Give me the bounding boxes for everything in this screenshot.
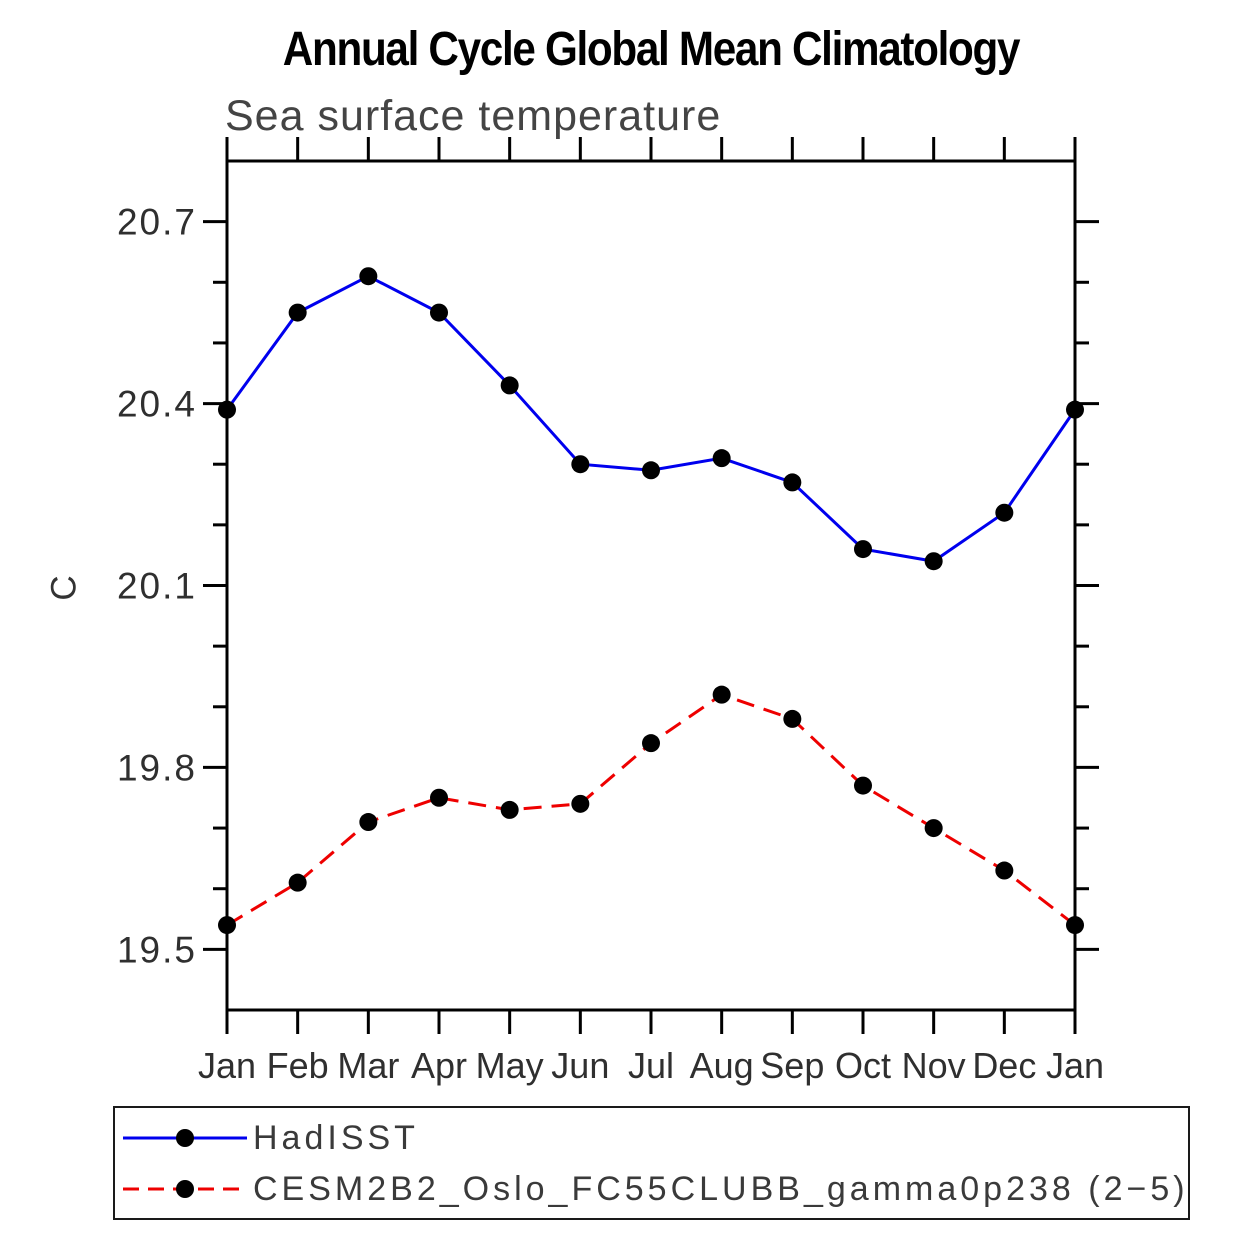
legend-label-hadisst: HadISST (253, 1118, 419, 1157)
x-tick-label: Jan (1046, 1045, 1104, 1086)
x-tick-label: Nov (902, 1045, 966, 1086)
series-line-cesm (226, 692, 1076, 927)
data-point-marker (924, 552, 943, 571)
y-tick-label: 20.4 (117, 384, 197, 425)
x-tick-label: Oct (835, 1045, 891, 1086)
data-point-marker (500, 376, 519, 395)
plot-frame (225, 159, 1077, 1012)
x-tick-label: Jan (198, 1045, 256, 1086)
data-point-marker (783, 473, 802, 492)
chart-subtitle: Sea surface temperature (225, 92, 722, 140)
legend-key-dashed-line (123, 1180, 247, 1198)
chart-title: Annual Cycle Global Mean Climatology (282, 23, 1021, 76)
legend-entry-hadisst: HadISST (119, 1118, 419, 1158)
data-point-marker (924, 819, 943, 838)
legend-entry-cesm: CESM2B2_Oslo_FC55CLUBB_gamma0p238 (2−5) (119, 1169, 1189, 1209)
data-point-marker (712, 449, 731, 468)
x-tick-label: Jun (551, 1045, 609, 1086)
data-point-marker (288, 873, 307, 892)
data-point-marker (218, 400, 236, 419)
y-tick-label: 19.8 (117, 747, 197, 788)
y-tick-label: 19.5 (117, 929, 197, 970)
legend-marker-dot (176, 1180, 194, 1198)
data-point-marker (571, 455, 590, 474)
x-tick-label: Mar (337, 1045, 399, 1086)
data-point-marker (854, 540, 872, 559)
y-tick-label: 20.1 (117, 566, 197, 607)
data-point-marker (1066, 400, 1084, 419)
series-line-hadisst (225, 274, 1077, 563)
data-point-marker (500, 800, 519, 819)
x-tick-label: Sep (760, 1045, 824, 1086)
x-tick-label: May (476, 1045, 544, 1086)
data-point-marker (642, 461, 660, 480)
data-point-marker (712, 685, 731, 704)
legend-key-solid-line (123, 1129, 247, 1147)
data-point-marker (642, 734, 660, 753)
data-point-marker (288, 303, 307, 322)
y-tick-label: 20.7 (117, 202, 197, 243)
data-point-marker (430, 788, 448, 807)
data-point-marker (359, 267, 378, 286)
legend: HadISST CESM2B2_Oslo_FC55CLUBB_gamma0p23… (113, 1106, 1190, 1220)
x-tick-label: Aug (690, 1045, 754, 1086)
data-point-marker (430, 303, 448, 322)
data-point-marker (783, 709, 802, 728)
data-point-marker (995, 503, 1014, 522)
x-tick-label: Feb (267, 1045, 329, 1086)
x-tick-label: Apr (411, 1045, 467, 1086)
data-point-marker (1066, 916, 1084, 935)
data-point-marker (571, 794, 590, 813)
data-point-marker (995, 861, 1014, 880)
x-tick-label: Dec (972, 1045, 1036, 1086)
data-point-marker (359, 813, 378, 832)
x-tick-label: Jul (628, 1045, 674, 1086)
legend-marker-dot (176, 1129, 194, 1147)
data-point-marker (218, 916, 236, 935)
data-point-marker (854, 776, 872, 795)
legend-label-cesm: CESM2B2_Oslo_FC55CLUBB_gamma0p238 (2−5) (253, 1169, 1189, 1208)
